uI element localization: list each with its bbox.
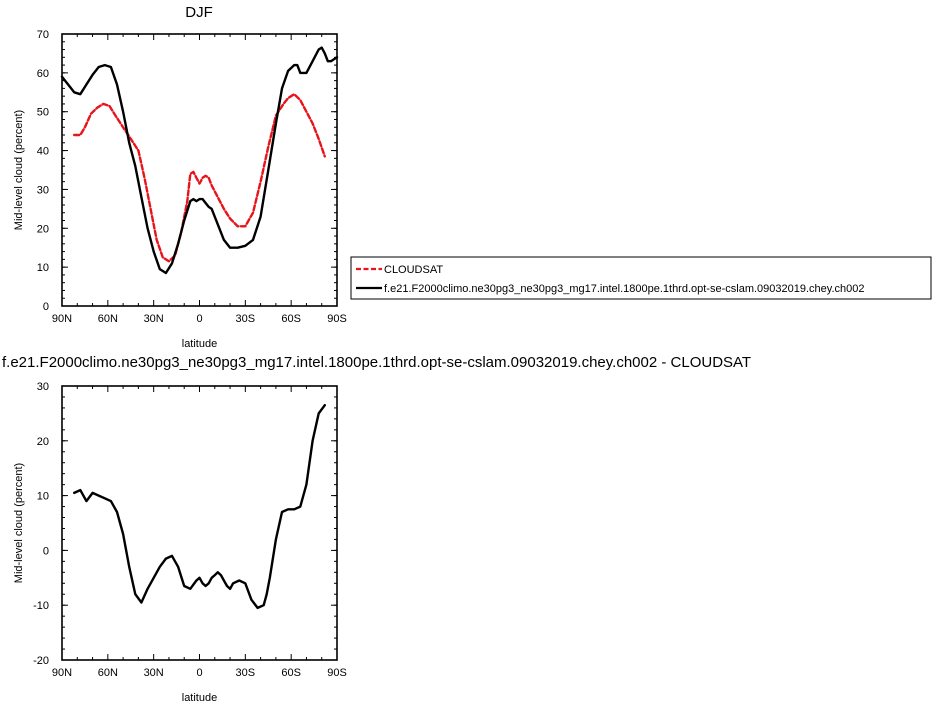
djf-chart: DJF 90N 60N 30N 0 30S 60S 90S 010203040506070 … [13, 4, 932, 350]
series-line-1 [60, 46, 339, 275]
x-tick-label: 30S [236, 313, 256, 325]
x-tick-marks: 90N 60N 30N 0 30S 60S 90S [52, 386, 347, 679]
x-axis-label: latitude [182, 338, 217, 350]
y-tick-label: 20 [37, 223, 49, 235]
y-tick-label: 70 [37, 29, 49, 41]
y-tick-marks: -20 -10 0 10 20 30 [33, 381, 337, 667]
x-tick-label: 30N [144, 667, 164, 679]
difference-chart: f.e21.F2000climo.ne30pg3_ne30pg3_mg17.in… [2, 354, 751, 704]
x-tick-label: 90S [327, 313, 347, 325]
y-tick-label: 50 [37, 107, 49, 119]
y-tick-label: 30 [37, 184, 49, 196]
x-tick-label: 90N [52, 313, 72, 325]
y-tick-label: -20 [33, 655, 49, 667]
legend-box [350, 256, 932, 300]
x-tick-label: 60N [98, 667, 118, 679]
plot-frame [61, 385, 338, 661]
y-tick-label: 10 [37, 491, 49, 503]
plot-frame [61, 33, 338, 307]
x-tick-label: 60S [281, 313, 301, 325]
series-line-0 [73, 404, 326, 610]
y-tick-label: 30 [37, 381, 49, 393]
legend-label-model: f.e21.F2000climo.ne30pg3_ne30pg3_mg17.in… [384, 283, 864, 295]
y-tick-label: 10 [37, 262, 49, 274]
x-tick-label: 0 [196, 667, 202, 679]
x-axis-label: latitude [182, 692, 217, 704]
y-tick-label: 60 [37, 68, 49, 80]
y-tick-label: 0 [43, 545, 49, 557]
legend: CLOUDSAT f.e21.F2000climo.ne30pg3_ne30pg… [350, 256, 932, 300]
x-tick-label: 60S [281, 667, 301, 679]
x-tick-marks: 90N 60N 30N 0 30S 60S 90S [52, 34, 347, 325]
y-axis-label: Mid-level cloud (percent) [13, 463, 25, 583]
y-tick-marks: 0 10 20 30 40 50 60 70 [37, 29, 337, 313]
y-tick-label: 20 [37, 436, 49, 448]
chart-title: DJF [185, 4, 213, 21]
series-group [60, 46, 339, 275]
series-line-0 [73, 93, 326, 263]
x-tick-label: 30N [144, 313, 164, 325]
legend-label-cloudsat: CLOUDSAT [384, 264, 443, 276]
series-group [73, 404, 326, 610]
x-tick-label: 60N [98, 313, 118, 325]
y-axis-label: Mid-level cloud (percent) [13, 110, 25, 230]
y-tick-label: -10 [33, 600, 49, 612]
y-tick-label: 40 [37, 146, 49, 158]
x-tick-label: 90S [327, 667, 347, 679]
x-tick-label: 0 [196, 313, 202, 325]
chart-title: f.e21.F2000climo.ne30pg3_ne30pg3_mg17.in… [2, 354, 751, 371]
x-tick-label: 90N [52, 667, 72, 679]
y-tick-label: 0 [43, 301, 49, 313]
x-tick-label: 30S [236, 667, 256, 679]
